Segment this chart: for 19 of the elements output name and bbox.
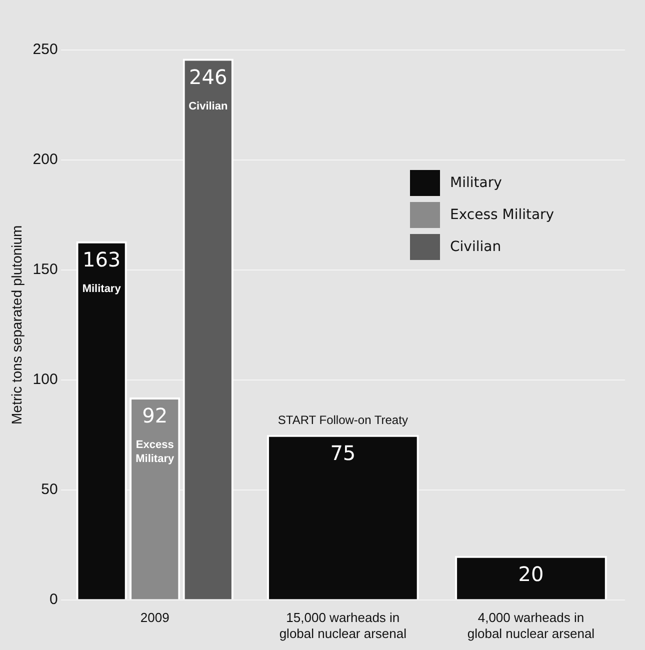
y-tick-label: 200 xyxy=(32,151,58,168)
legend-label: Civilian xyxy=(450,239,502,255)
legend-label: Military xyxy=(450,175,502,191)
y-tick-label: 150 xyxy=(32,261,58,278)
y-tick-label: 250 xyxy=(32,41,58,58)
y-tick-label: 50 xyxy=(41,480,58,498)
data-label: 163 Military xyxy=(82,248,122,295)
y-tick-label: 0 xyxy=(49,590,58,608)
x-tick-label: 15,000 warheads in global nuclear arsenal xyxy=(279,610,407,641)
data-label: 92 Excess Military xyxy=(136,404,175,466)
data-label: 75 xyxy=(330,441,356,466)
data-label: 246 Civilian xyxy=(188,65,228,112)
legend-label: Excess Military xyxy=(450,207,554,223)
annotation: START Follow-on Treaty xyxy=(278,413,408,428)
x-tick-label: 4,000 warheads in global nuclear arsenal xyxy=(467,610,595,641)
data-label: 20 xyxy=(518,562,544,586)
x-tick-label: 2009 xyxy=(140,610,170,626)
y-axis-title: Metric tons separated plutonium xyxy=(8,225,24,425)
y-tick-label: 100 xyxy=(32,371,58,388)
